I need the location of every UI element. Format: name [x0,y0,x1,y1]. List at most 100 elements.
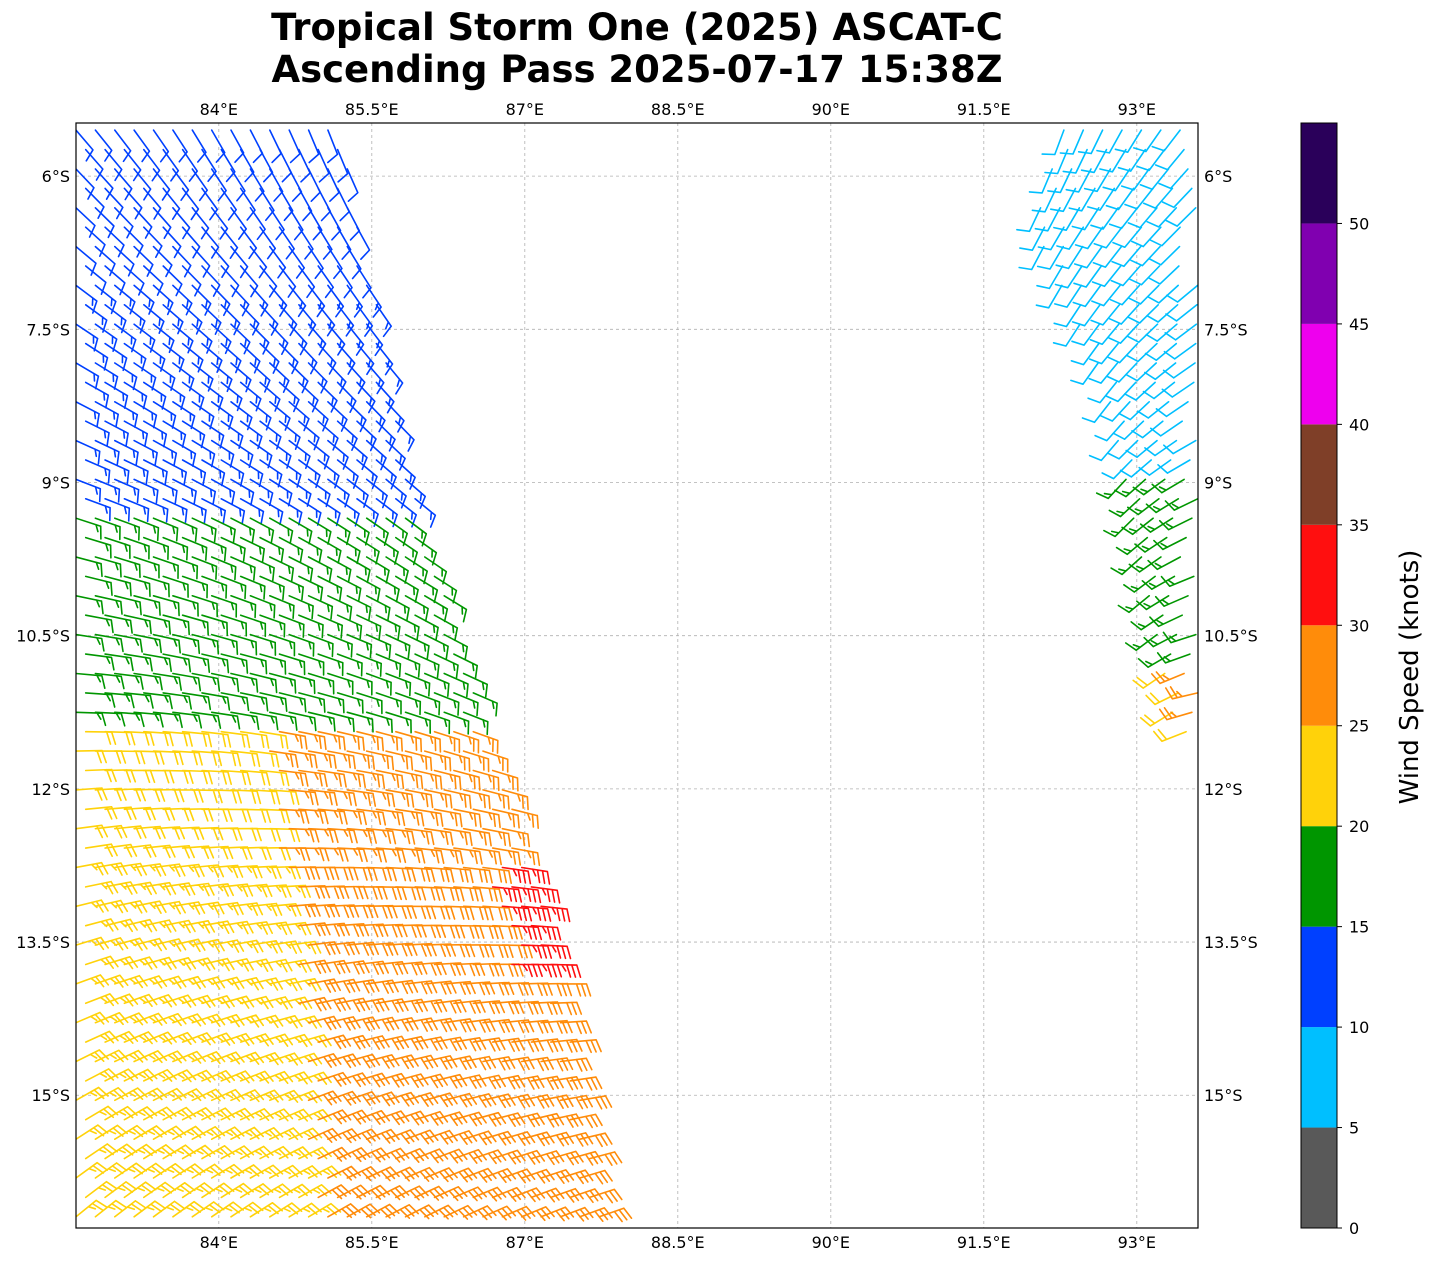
wind-barb [540,1169,575,1184]
wind-barb [443,827,473,847]
wind-barb [210,711,241,730]
wind-barb [143,807,176,821]
wind-barb [269,478,293,507]
wind-barb [104,993,139,1007]
wind-barb [1108,207,1139,230]
wind-barb [424,943,457,958]
wind-barb [220,920,254,935]
wind-barb [491,1112,526,1127]
wind-barb [181,342,204,373]
wind-barb [133,556,160,579]
wind-barb [356,420,377,452]
wind-barb [230,1126,264,1140]
wind-barb [181,575,208,599]
wind-barb [104,536,131,560]
wind-barb [395,1148,429,1163]
wind-barb [395,420,415,452]
colorbar-bin [1301,223,1337,324]
wind-barb [230,977,264,991]
wind-barb [172,478,197,505]
wind-barb [559,1169,594,1185]
wind-barb [336,148,349,183]
wind-barb [1072,284,1102,308]
wind-barb [356,614,382,640]
lon-tick-label-bottom: 93°E [1118,1233,1156,1252]
wind-barb [453,847,483,865]
wind-barb [453,692,479,717]
wind-barb [346,1203,381,1219]
wind-barb [269,595,295,619]
wind-barb [1136,401,1170,419]
wind-barb [94,1087,129,1102]
wind-barb [143,1181,177,1199]
wind-barb [259,653,287,675]
wind-barb [443,750,471,772]
wind-barb [191,401,215,430]
wind-barb [298,148,311,183]
wind-barb [133,672,163,691]
wind-barb [317,226,333,260]
wind-barb [114,478,140,504]
wind-barb [220,614,248,637]
wind-barb [404,478,426,509]
wind-barb [114,1200,147,1218]
wind-barb [520,905,552,922]
wind-barb [472,730,499,754]
wind-barb [133,595,161,616]
wind-barb [511,1000,544,1015]
wind-barb [414,1185,449,1201]
wind-barb [220,958,254,972]
wind-barb [375,1147,410,1163]
wind-barb [356,1072,390,1088]
wind-barb [1130,614,1164,631]
wind-barb [404,1017,438,1032]
wind-barb [1126,342,1158,363]
wind-barb [1037,226,1065,251]
wind-barb [152,284,174,316]
wind-barb [327,207,342,241]
colorbar-bin [1301,1127,1337,1228]
wind-barb [249,865,282,879]
lon-tick-label-top: 87°E [506,100,544,119]
wind-barb [375,614,401,640]
wind-barb [76,899,109,913]
colorbar-frame [1300,122,1338,1229]
wind-barb [404,556,428,585]
wind-barb [346,750,375,770]
wind-barb [453,999,486,1014]
wind-barb [472,847,502,866]
wind-barb [385,866,417,882]
lon-tick-label-bottom: 90°E [812,1233,850,1252]
wind-barb [453,1186,487,1202]
wind-barb [559,1020,592,1035]
wind-barb [579,1095,613,1110]
wind-barb [375,847,407,864]
wind-barb [259,958,293,973]
wind-barb [482,789,510,810]
wind-barb [1100,401,1131,422]
wind-barb [327,1203,361,1219]
wind-barb [540,1206,575,1222]
wind-barb [123,459,149,485]
wind-barb [172,1088,206,1102]
wind-barb [365,517,389,546]
wind-barb [76,711,107,727]
wind-barb [433,1111,468,1127]
wind-barb [317,381,338,413]
wind-barb [327,168,340,202]
wind-barb [307,1202,342,1218]
wind-barb [269,977,303,992]
wind-barb [210,207,229,240]
wind-barb [462,944,495,958]
wind-barb [298,808,329,825]
wind-barb [152,478,178,504]
wind-barb [1059,129,1085,155]
wind-barb [385,362,404,395]
wind-barb [482,905,513,921]
wind-barb [201,1182,235,1199]
wind-barb [94,595,123,615]
wind-barb [385,1017,419,1032]
wind-barb [191,750,223,767]
wind-barb [1151,129,1181,152]
wind-barb [298,653,325,676]
